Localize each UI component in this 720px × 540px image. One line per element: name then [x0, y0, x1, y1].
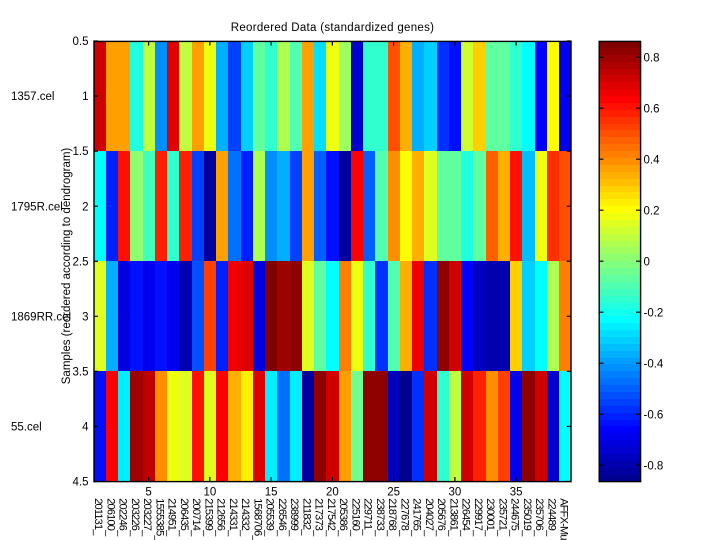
- svg-text:2.5: 2.5: [73, 256, 89, 268]
- svg-text:1869RR.cel: 1869RR.cel: [11, 311, 71, 323]
- svg-text:0.8: 0.8: [644, 52, 660, 64]
- svg-text:-0.4: -0.4: [644, 358, 664, 370]
- svg-text:4.5: 4.5: [73, 477, 89, 489]
- svg-text:226454_: 226454_: [460, 498, 472, 537]
- svg-text:2: 2: [82, 201, 88, 213]
- svg-text:1568706_: 1568706_: [251, 498, 263, 540]
- svg-text:200714_: 200714_: [190, 498, 202, 537]
- svg-text:15: 15: [265, 487, 278, 499]
- svg-text:0: 0: [644, 256, 650, 268]
- svg-text:1.5: 1.5: [73, 146, 89, 158]
- svg-text:0.6: 0.6: [644, 103, 660, 115]
- svg-text:214332_: 214332_: [239, 498, 251, 537]
- svg-text:204027_: 204027_: [423, 498, 435, 537]
- svg-text:203227_: 203227_: [141, 498, 153, 537]
- svg-text:AFFX-Mu: AFFX-Mu: [558, 498, 570, 540]
- svg-text:-0.6: -0.6: [644, 409, 664, 421]
- svg-text:202246_: 202246_: [117, 498, 129, 537]
- svg-text:Samples (reordered according t: Samples (reordered according to dendrogr…: [61, 148, 73, 385]
- svg-text:-0.2: -0.2: [644, 307, 664, 319]
- svg-text:238999_: 238999_: [288, 498, 300, 537]
- svg-text:3: 3: [82, 311, 88, 323]
- svg-text:201131_: 201131_: [92, 498, 104, 536]
- svg-text:226546_: 226546_: [276, 498, 288, 537]
- svg-text:214951_: 214951_: [166, 498, 178, 537]
- svg-text:55.cel: 55.cel: [11, 422, 42, 434]
- svg-text:217542_: 217542_: [325, 498, 337, 537]
- svg-text:0.5: 0.5: [73, 36, 89, 48]
- svg-text:224489_: 224489_: [545, 498, 557, 537]
- svg-text:20: 20: [326, 487, 339, 499]
- svg-text:1555385_: 1555385_: [153, 498, 165, 540]
- svg-text:-0.8: -0.8: [644, 460, 664, 472]
- svg-text:1: 1: [82, 91, 88, 103]
- svg-text:244675_: 244675_: [509, 498, 521, 537]
- svg-text:203226_: 203226_: [129, 498, 141, 537]
- svg-text:229917_: 229917_: [472, 498, 484, 537]
- svg-text:214331_: 214331_: [227, 498, 239, 537]
- svg-text:218768_: 218768_: [386, 498, 398, 537]
- svg-text:241765_: 241765_: [411, 498, 423, 537]
- svg-text:225160_: 225160_: [349, 498, 361, 537]
- svg-text:205386_: 205386_: [337, 498, 349, 537]
- svg-text:229711_: 229711_: [362, 498, 374, 536]
- svg-text:25: 25: [387, 487, 400, 499]
- svg-text:215399_: 215399_: [202, 498, 214, 537]
- svg-text:213861_: 213861_: [447, 498, 459, 537]
- svg-text:4: 4: [82, 422, 89, 434]
- svg-text:35: 35: [510, 487, 523, 499]
- svg-text:1795R.cel: 1795R.cel: [11, 201, 63, 213]
- svg-text:0.4: 0.4: [644, 154, 661, 166]
- svg-text:206100_: 206100_: [104, 498, 116, 537]
- svg-text:235019_: 235019_: [521, 498, 533, 537]
- svg-text:1357.cel: 1357.cel: [11, 91, 54, 103]
- svg-text:206435_: 206435_: [178, 498, 190, 537]
- svg-text:0.2: 0.2: [644, 205, 660, 217]
- svg-text:217373_: 217373_: [313, 498, 325, 537]
- svg-text:Reordered Data (standardized g: Reordered Data (standardized genes): [231, 22, 435, 34]
- svg-text:205676_: 205676_: [435, 498, 447, 537]
- svg-text:238733_: 238733_: [374, 498, 386, 537]
- svg-text:211832_: 211832_: [300, 498, 312, 536]
- svg-text:10: 10: [203, 487, 216, 499]
- svg-text:227678_: 227678_: [398, 498, 410, 537]
- svg-text:5: 5: [145, 487, 151, 499]
- svg-text:235721_: 235721_: [496, 498, 508, 537]
- svg-text:235706_: 235706_: [533, 498, 545, 537]
- svg-text:205539_: 205539_: [264, 498, 276, 537]
- svg-text:30: 30: [448, 487, 461, 499]
- svg-text:3.5: 3.5: [73, 366, 89, 378]
- svg-text:212656_: 212656_: [215, 498, 227, 537]
- svg-text:230001_: 230001_: [484, 498, 496, 537]
